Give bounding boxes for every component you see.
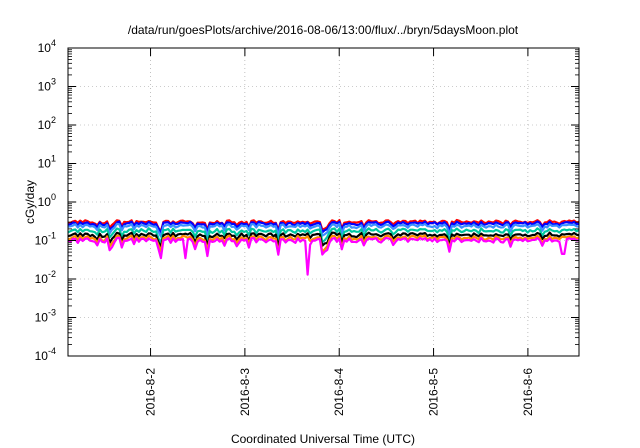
series-line [67, 218, 580, 233]
y-tick-exponent: 0 [51, 192, 56, 202]
y-tick-label: 100 [38, 192, 56, 209]
series-line [67, 222, 580, 238]
y-tick-base: 10 [38, 157, 52, 171]
x-tick-label: 2016-8-2 [144, 368, 158, 416]
y-tick-base: 10 [38, 118, 52, 132]
y-tick-label: 104 [38, 38, 56, 55]
series-line [67, 236, 580, 276]
y-tick-exponent: -4 [48, 346, 56, 356]
y-tick-label: 103 [38, 77, 56, 94]
x-axis-label: Coordinated Universal Time (UTC) [231, 432, 415, 446]
y-tick-base: 10 [38, 195, 52, 209]
y-tick-exponent: -1 [48, 231, 56, 241]
y-tick-base: 10 [38, 80, 52, 94]
series-group [67, 218, 580, 276]
y-tick-label: 10-1 [35, 231, 56, 248]
x-tick-label: 2016-8-4 [332, 368, 346, 416]
y-tick-label: 10-2 [35, 269, 56, 286]
y-tick-base: 10 [35, 272, 49, 286]
grid [68, 48, 579, 356]
y-tick-exponent: 4 [51, 38, 56, 48]
y-axis-label: cGy/day [23, 180, 37, 224]
y-tick-exponent: 1 [51, 154, 56, 164]
x-tick-label: 2016-8-5 [427, 368, 441, 416]
y-tick-base: 10 [38, 41, 52, 55]
y-tick-base: 10 [35, 234, 49, 248]
x-tick-labels: 2016-8-2 2016-8-3 2016-8-4 2016-8-5 2016-8-6 [144, 368, 535, 416]
series-line [67, 231, 580, 249]
y-tick-exponent: -2 [48, 269, 56, 279]
series-line [67, 220, 579, 235]
x-tick-label: 2016-8-3 [238, 368, 252, 416]
tick-group [68, 47, 579, 357]
series-line [67, 227, 580, 244]
y-tick-exponent: -3 [48, 308, 56, 318]
y-tick-base: 10 [35, 349, 49, 363]
y-tick-base: 10 [35, 311, 49, 325]
y-tick-label: 10-4 [35, 346, 56, 363]
series-line [67, 234, 580, 254]
y-tick-label: 101 [38, 154, 56, 171]
x-tick-label: 2016-8-6 [521, 368, 535, 416]
y-tick-exponent: 2 [51, 115, 56, 125]
y-tick-label: 10-3 [35, 308, 56, 325]
y-tick-exponent: 3 [51, 77, 56, 87]
y-tick-label: 102 [38, 115, 56, 132]
chart-title: /data/run/goesPlots/archive/2016-08-06/1… [128, 23, 519, 37]
